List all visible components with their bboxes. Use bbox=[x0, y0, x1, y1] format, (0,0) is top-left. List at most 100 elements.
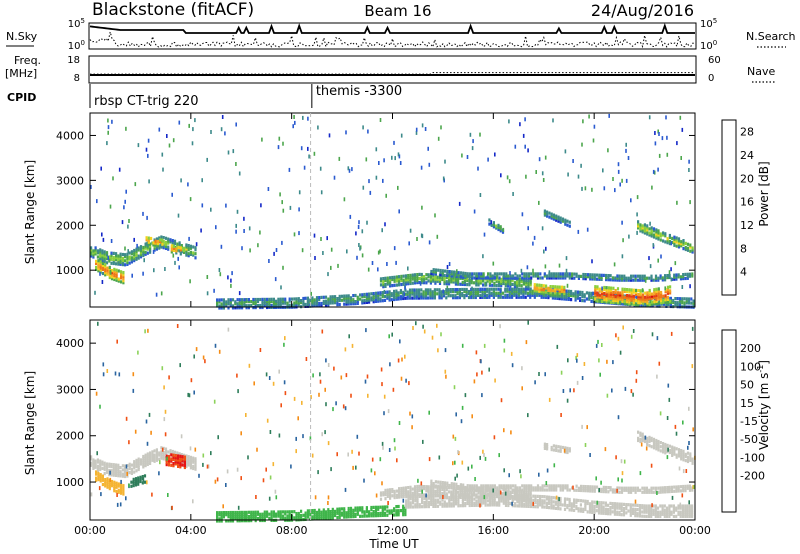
heatmap-cell bbox=[110, 239, 113, 243]
heatmap-cell bbox=[655, 445, 658, 449]
heatmap-cell bbox=[645, 514, 648, 518]
heatmap-cell bbox=[420, 484, 423, 489]
heatmap-cell bbox=[404, 492, 408, 496]
heatmap-cell bbox=[647, 506, 651, 510]
heatmap-cell bbox=[132, 484, 135, 488]
heatmap-cell bbox=[461, 405, 464, 410]
heatmap-cell bbox=[293, 115, 295, 119]
heatmap-cell bbox=[459, 483, 462, 487]
heatmap-cell bbox=[270, 516, 273, 520]
heatmap-cell bbox=[420, 281, 423, 285]
heatmap-cell bbox=[620, 490, 624, 494]
heatmap-cell bbox=[648, 233, 651, 237]
heatmap-cell bbox=[491, 279, 494, 283]
heatmap-cell bbox=[644, 278, 647, 283]
heatmap-cell bbox=[411, 497, 415, 501]
heatmap-cell bbox=[575, 498, 578, 502]
heatmap-cell bbox=[266, 418, 269, 423]
heatmap-cell bbox=[637, 301, 640, 305]
heatmap-cell bbox=[542, 178, 545, 182]
heatmap-cell bbox=[139, 462, 143, 466]
heatmap-cell bbox=[109, 477, 112, 482]
heatmap-cell bbox=[482, 449, 484, 454]
heatmap-cell bbox=[420, 277, 423, 281]
heatmap-cell bbox=[345, 515, 348, 519]
heatmap-cell bbox=[646, 438, 649, 443]
heatmap-cell bbox=[144, 464, 147, 468]
heatmap-cell bbox=[482, 493, 485, 497]
heatmap-cell bbox=[176, 244, 179, 248]
heatmap-cell bbox=[389, 494, 392, 498]
heatmap-cell bbox=[162, 240, 165, 244]
heatmap-cell bbox=[295, 516, 298, 520]
heatmap-cell bbox=[281, 200, 283, 205]
heatmap-cell bbox=[638, 508, 641, 512]
heatmap-cell bbox=[561, 219, 565, 223]
heatmap-cell bbox=[411, 277, 414, 281]
heatmap-cell bbox=[559, 276, 562, 280]
heatmap-cell bbox=[514, 484, 517, 488]
heatmap-cell bbox=[320, 190, 323, 195]
heatmap-cell bbox=[314, 256, 316, 260]
heatmap-cell bbox=[637, 297, 640, 301]
heatmap-cell bbox=[650, 510, 653, 514]
heatmap-cell bbox=[483, 291, 486, 295]
heatmap-cell bbox=[473, 497, 476, 501]
heatmap-cell bbox=[457, 280, 460, 284]
heatmap-cell bbox=[327, 501, 329, 505]
heatmap-cell bbox=[517, 291, 520, 295]
heatmap-cell bbox=[607, 278, 610, 282]
heatmap-cell bbox=[238, 306, 241, 310]
heatmap-cell bbox=[655, 447, 658, 451]
heatmap-cell bbox=[185, 456, 188, 460]
heatmap-cell bbox=[504, 284, 507, 288]
heatmap-cell bbox=[612, 294, 615, 298]
heatmap-cell bbox=[446, 271, 449, 275]
heatmap-cell bbox=[560, 413, 562, 417]
heatmap-cell bbox=[483, 453, 485, 457]
heatmap-cell bbox=[377, 293, 380, 297]
heatmap-cell bbox=[402, 513, 405, 517]
heatmap-cell bbox=[618, 486, 621, 490]
heatmap-cell bbox=[297, 514, 300, 518]
heatmap-cell bbox=[286, 514, 289, 518]
heatmap-cell bbox=[230, 283, 232, 288]
heatmap-cell bbox=[128, 251, 131, 255]
heatmap-cell bbox=[414, 503, 417, 507]
heatmap-cell bbox=[238, 510, 241, 514]
heatmap-cell bbox=[601, 295, 604, 299]
heatmap-cell bbox=[475, 484, 478, 488]
heatmap-cell bbox=[685, 469, 688, 473]
heatmap-cell bbox=[177, 464, 180, 468]
heatmap-cell bbox=[655, 230, 658, 234]
heatmap-cell bbox=[327, 510, 330, 514]
heatmap-cell bbox=[566, 219, 569, 223]
heatmap-cell bbox=[509, 492, 512, 496]
heatmap-cell bbox=[551, 293, 554, 297]
heatmap-cell bbox=[538, 283, 541, 287]
heatmap-cell bbox=[538, 291, 541, 295]
heatmap-cell bbox=[559, 218, 562, 222]
heatmap-cell bbox=[525, 284, 528, 288]
heatmap-cell bbox=[389, 276, 392, 280]
heatmap-cell bbox=[372, 514, 375, 518]
heatmap-cell bbox=[192, 253, 195, 257]
heatmap-cell bbox=[671, 240, 674, 244]
heatmap-cell bbox=[668, 512, 671, 516]
heatmap-cell bbox=[104, 269, 107, 273]
heatmap-cell bbox=[670, 331, 673, 336]
heatmap-cell bbox=[309, 304, 312, 308]
heatmap-cell bbox=[238, 300, 241, 304]
heatmap-cell bbox=[663, 510, 666, 514]
heatmap-cell bbox=[523, 274, 526, 278]
heatmap-cell bbox=[691, 274, 694, 278]
heatmap-cell bbox=[529, 293, 532, 297]
heatmap-cell bbox=[277, 512, 280, 516]
heatmap-cell bbox=[455, 272, 458, 276]
heatmap-cell bbox=[415, 288, 418, 292]
heatmap-cell bbox=[516, 274, 519, 278]
heatmap-cell bbox=[236, 373, 238, 378]
heatmap-cell bbox=[570, 508, 573, 512]
heatmap-cell bbox=[461, 282, 464, 286]
heatmap-cell bbox=[92, 255, 95, 259]
